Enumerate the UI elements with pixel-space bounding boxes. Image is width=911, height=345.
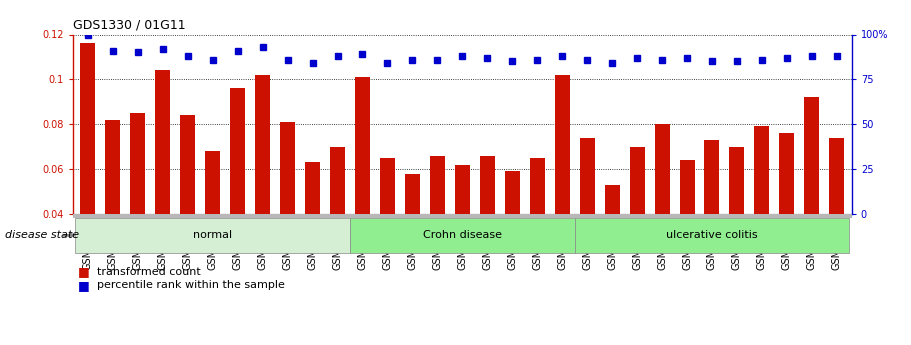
Bar (330, 147, 345, 214)
Text: ulcerative colitis: ulcerative colitis (666, 230, 758, 240)
Bar (804, 97, 819, 214)
Bar (829, 138, 844, 214)
Bar (630, 147, 645, 214)
Bar (280, 122, 295, 214)
Bar (529, 158, 545, 214)
Bar (205, 151, 220, 214)
Bar (480, 156, 495, 214)
Bar (579, 138, 595, 214)
Bar (230, 88, 245, 214)
Text: Crohn disease: Crohn disease (423, 230, 502, 240)
Bar (730, 147, 744, 214)
Bar (380, 158, 395, 214)
Bar (155, 70, 170, 214)
Bar (180, 115, 195, 214)
Bar (754, 126, 770, 214)
Text: percentile rank within the sample: percentile rank within the sample (97, 280, 285, 290)
Bar (555, 75, 569, 214)
Bar (680, 160, 694, 214)
Text: GDS1330 / 01G11: GDS1330 / 01G11 (73, 19, 186, 32)
Bar (255, 75, 270, 214)
Bar (80, 43, 96, 214)
Text: normal: normal (193, 230, 232, 240)
Text: ■: ■ (77, 265, 89, 278)
Bar (780, 133, 794, 214)
Text: disease state: disease state (5, 230, 78, 240)
Bar (305, 162, 320, 214)
Bar (430, 156, 445, 214)
Bar (106, 120, 120, 214)
Bar (130, 113, 145, 214)
Text: transformed count: transformed count (97, 267, 201, 276)
Bar (355, 77, 370, 214)
Bar (404, 174, 420, 214)
Bar (655, 124, 670, 214)
Bar (704, 140, 720, 214)
Bar (455, 165, 470, 214)
Bar (505, 171, 520, 214)
Text: ■: ■ (77, 279, 89, 292)
Bar (605, 185, 619, 214)
